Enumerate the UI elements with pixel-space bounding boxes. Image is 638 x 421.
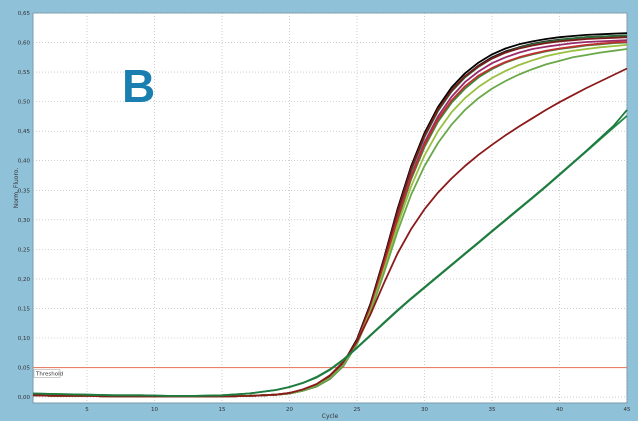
x-tick-label: 35: [489, 407, 496, 413]
y-tick-label: 0,50: [18, 100, 31, 106]
y-tick-label: 0,55: [18, 70, 31, 76]
y-tick-label: 0,65: [18, 11, 31, 17]
y-axis-label: Norm. Fluoro.: [13, 168, 20, 209]
y-tick-label: 0,10: [18, 336, 31, 342]
y-tick-label: 0,15: [18, 306, 31, 312]
y-tick-label: 0,05: [18, 366, 31, 372]
x-tick-label: 40: [556, 407, 563, 413]
panel-letter: B: [122, 60, 155, 112]
y-tick-label: 0,30: [18, 218, 31, 224]
y-tick-label: 0,45: [18, 129, 31, 135]
x-tick-label: 25: [354, 407, 361, 413]
y-tick-label: 0,60: [18, 41, 31, 47]
x-tick-label: 15: [219, 407, 226, 413]
y-tick-label: 0,40: [18, 159, 31, 165]
y-tick-label: 0,20: [18, 277, 31, 283]
y-tick-label: 0,00: [18, 395, 31, 401]
x-axis-label: Cycle: [322, 413, 339, 420]
y-tick-label: 0,35: [18, 188, 31, 194]
tick-labels: 0,00 0,05 0,10 0,15 0,20 0,25 0,30 0,35 0,40 0,45…: [18, 11, 631, 413]
series-lines: [32, 32, 628, 398]
x-tick-label: 30: [421, 407, 428, 413]
x-tick-label: 5: [85, 407, 89, 413]
x-tick-label: 20: [286, 407, 293, 413]
threshold-label: Threshold: [35, 372, 63, 378]
x-tick-label: 10: [151, 407, 158, 413]
threshold-label-box: [33, 369, 61, 378]
series-line-12: [32, 109, 628, 397]
x-tick-label: 45: [624, 407, 631, 413]
y-tick-label: 0,25: [18, 247, 31, 253]
